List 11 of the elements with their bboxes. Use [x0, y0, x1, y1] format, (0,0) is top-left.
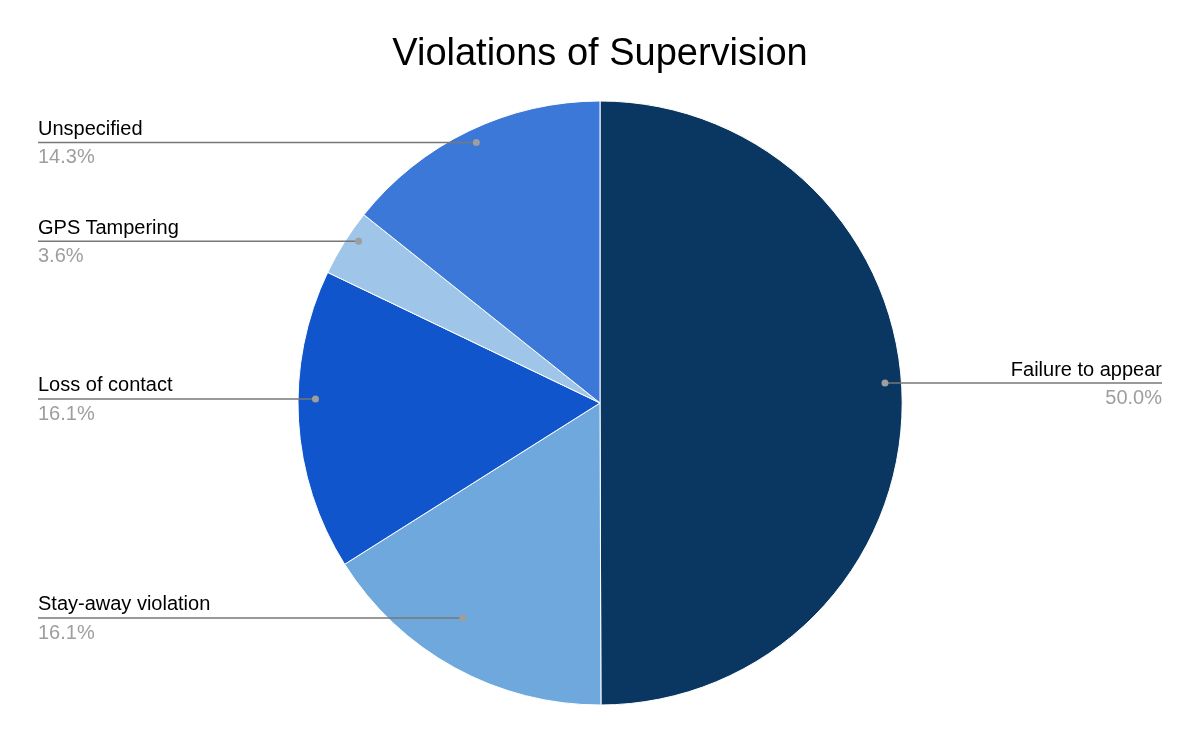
- data-label: 3.6%: [38, 243, 84, 266]
- data-label: 16.1%: [38, 620, 95, 643]
- slice-label: Stay-away violation: [38, 592, 211, 615]
- data-label: 50.0%: [1105, 385, 1163, 408]
- data-label: 16.1%: [38, 401, 95, 424]
- slice-label: GPS Tampering: [38, 215, 179, 238]
- slice-label: Loss of contact: [38, 373, 173, 396]
- slice-label: Failure to appear: [1010, 357, 1163, 380]
- slice-label: Unspecified: [38, 116, 143, 139]
- chart-title: Violations of Supervision: [392, 31, 808, 73]
- data-label: 14.3%: [38, 145, 95, 168]
